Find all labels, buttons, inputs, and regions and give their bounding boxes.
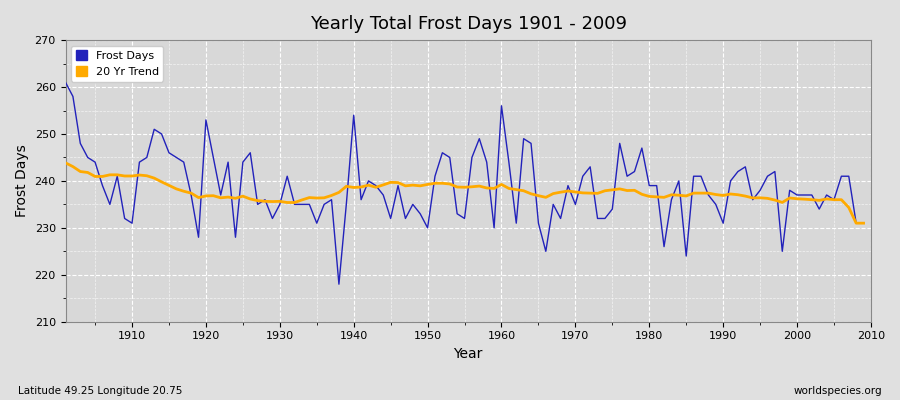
X-axis label: Year: Year xyxy=(454,347,483,361)
Frost Days xyxy=(119,216,130,221)
20 Yr Trend xyxy=(489,186,500,191)
Line: Frost Days: Frost Days xyxy=(66,82,863,284)
Y-axis label: Frost Days: Frost Days xyxy=(15,144,29,217)
Frost Days xyxy=(326,197,337,202)
Frost Days xyxy=(334,282,345,286)
Frost Days xyxy=(503,160,514,164)
20 Yr Trend xyxy=(282,200,292,205)
20 Yr Trend xyxy=(585,191,596,196)
Frost Days xyxy=(858,221,868,226)
Frost Days xyxy=(496,104,507,108)
Frost Days xyxy=(592,216,603,221)
Title: Yearly Total Frost Days 1901 - 2009: Yearly Total Frost Days 1901 - 2009 xyxy=(310,15,626,33)
Line: 20 Yr Trend: 20 Yr Trend xyxy=(66,163,863,223)
20 Yr Trend xyxy=(850,221,861,226)
20 Yr Trend xyxy=(858,221,868,226)
20 Yr Trend xyxy=(119,174,130,178)
Text: Latitude 49.25 Longitude 20.75: Latitude 49.25 Longitude 20.75 xyxy=(18,386,183,396)
Frost Days xyxy=(60,80,71,85)
Frost Days xyxy=(282,174,292,179)
20 Yr Trend xyxy=(326,193,337,198)
20 Yr Trend xyxy=(60,160,71,165)
20 Yr Trend xyxy=(496,182,507,187)
Text: worldspecies.org: worldspecies.org xyxy=(794,386,882,396)
Legend: Frost Days, 20 Yr Trend: Frost Days, 20 Yr Trend xyxy=(71,46,163,82)
